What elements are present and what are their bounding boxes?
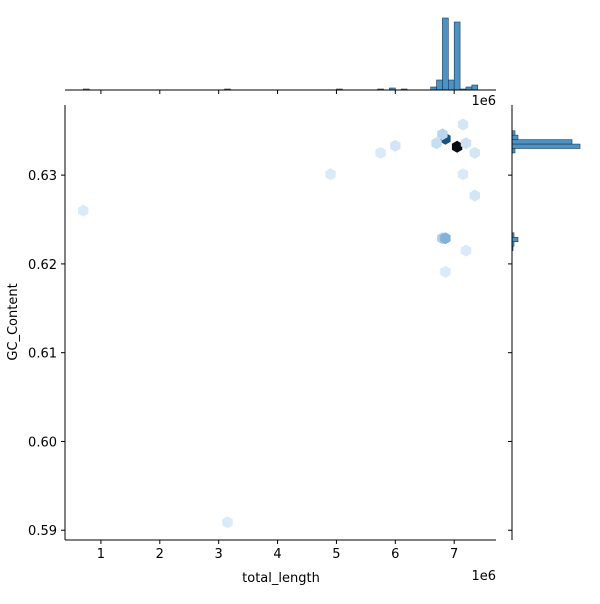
hexbin bbox=[78, 204, 89, 217]
x-tick-label: 3 bbox=[215, 547, 223, 562]
x-tick-label: 2 bbox=[156, 547, 164, 562]
x-offset-label: 1e6 bbox=[471, 569, 496, 584]
x-tick-label: 7 bbox=[450, 547, 458, 562]
hexbin bbox=[222, 516, 233, 529]
x-hist-bar bbox=[436, 79, 443, 91]
hexbin bbox=[440, 265, 451, 278]
hexbin bbox=[457, 118, 469, 131]
y-tick-label: 0.63 bbox=[28, 169, 57, 184]
x-tick-label: 4 bbox=[273, 547, 281, 562]
x-hist-bar bbox=[448, 79, 455, 91]
top-x-offset-label: 1e6 bbox=[471, 94, 496, 109]
hexbin bbox=[325, 168, 336, 181]
hexbin bbox=[469, 189, 480, 202]
hexbin bbox=[460, 137, 472, 150]
y-tick-label: 0.59 bbox=[28, 524, 57, 539]
hexbin bbox=[460, 244, 472, 257]
x-tick-label: 6 bbox=[391, 547, 399, 562]
x-hist-bar bbox=[442, 17, 449, 91]
hexbin bbox=[375, 146, 386, 159]
y-tick-label: 0.62 bbox=[28, 258, 57, 273]
hexbin bbox=[451, 140, 463, 153]
hexbin bbox=[457, 168, 469, 181]
x-hist-bar bbox=[453, 21, 461, 91]
x-hist-bar bbox=[471, 84, 479, 91]
hexbin bbox=[469, 146, 480, 159]
y-hist-bar bbox=[511, 143, 581, 149]
y-hist-bar bbox=[511, 139, 573, 145]
hexbin bbox=[431, 137, 442, 150]
x-tick-label: 1 bbox=[97, 547, 105, 562]
y-tick-label: 0.60 bbox=[28, 435, 57, 450]
hexbin bbox=[440, 232, 451, 245]
hexbin bbox=[437, 128, 448, 141]
y-axis-label: GC_Content bbox=[6, 283, 21, 360]
y-hist-bar bbox=[511, 134, 519, 140]
y-tick-label: 0.61 bbox=[28, 347, 57, 362]
y-hist-bar bbox=[511, 236, 519, 243]
x-tick-label: 5 bbox=[332, 547, 340, 562]
hexbin bbox=[390, 139, 401, 152]
x-axis-label: total_length bbox=[242, 571, 320, 586]
